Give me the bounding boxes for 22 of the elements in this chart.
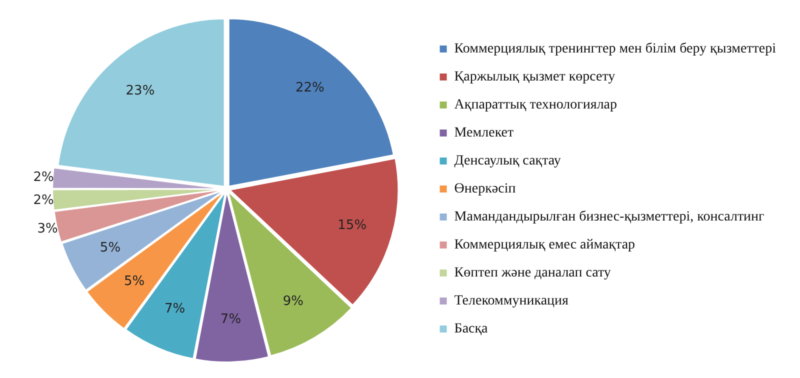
legend-label: Мамандандырылған бизнес-қызметтері, консалтинг (454, 210, 765, 225)
data-label: 15% (338, 218, 367, 233)
legend-label: Өнеркәсіп (454, 182, 516, 197)
data-label: 23% (126, 83, 155, 98)
data-label: 3% (37, 221, 58, 236)
legend-label: Ақпараттық технологиялар (454, 98, 618, 113)
legend-label: Денсаулық сақтау (454, 154, 561, 169)
data-label: 2% (33, 170, 54, 185)
data-label: 2% (33, 192, 54, 208)
data-label: 5% (100, 240, 121, 256)
data-label: 22% (295, 80, 324, 96)
legend-label: Көптеп және даналап сату (454, 266, 611, 281)
legend-label: Коммерциялық тренингтер мен білім беру қызметтері (454, 42, 776, 57)
data-label: 7% (164, 301, 186, 316)
data-label: 9% (282, 294, 304, 309)
legend-label: Коммерциялық емес аймақтар (454, 238, 636, 253)
legend-label: Мемлекет (454, 126, 514, 141)
data-label: 7% (220, 312, 242, 327)
legend-label: Қаржылық қызмет көрсету (454, 70, 616, 85)
data-label: 5% (124, 274, 145, 289)
legend-label: Басқа (454, 322, 489, 337)
legend-label: Телекоммуникация (454, 294, 570, 309)
